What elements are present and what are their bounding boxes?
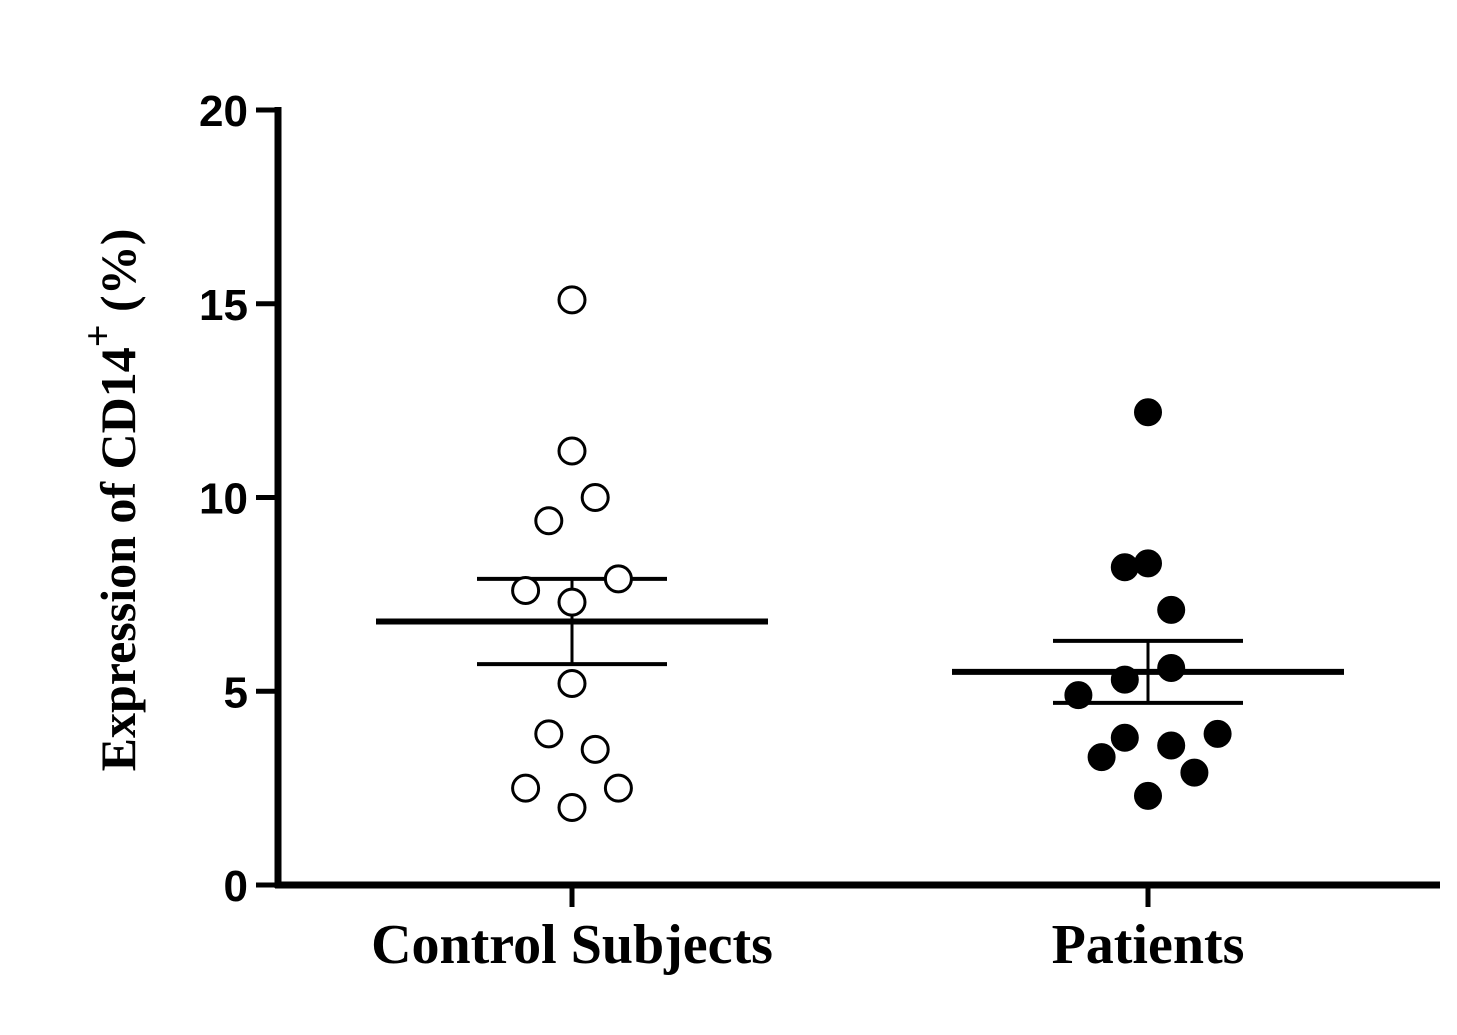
control-point bbox=[580, 483, 610, 512]
control-point bbox=[534, 719, 564, 749]
patient-point bbox=[1087, 743, 1116, 772]
svg-text:Expression of CD14+ (%): Expression of CD14+ (%) bbox=[75, 229, 146, 772]
patient-point bbox=[1110, 723, 1139, 752]
patient-point bbox=[1110, 665, 1139, 694]
y-tick-label: 10 bbox=[199, 475, 248, 524]
y-axis-label-suffix: (%) bbox=[90, 229, 146, 325]
control-point bbox=[511, 576, 541, 605]
control-point bbox=[534, 506, 564, 536]
y-tick-label: 5 bbox=[224, 668, 248, 717]
patient-point bbox=[1157, 595, 1186, 624]
patient-point bbox=[1157, 654, 1186, 682]
patient-point bbox=[1064, 681, 1093, 710]
patient-point bbox=[1134, 781, 1162, 810]
x-tick-label: Control Subjects bbox=[371, 914, 773, 976]
control-point bbox=[580, 734, 610, 764]
patient-point bbox=[1134, 398, 1162, 427]
y-tick-label: 15 bbox=[199, 281, 248, 330]
control-point bbox=[557, 793, 587, 822]
y-axis-label: Expression of CD14+ (%) bbox=[75, 229, 146, 772]
control-point bbox=[603, 564, 633, 594]
data-points bbox=[511, 285, 1232, 822]
control-point bbox=[603, 773, 633, 803]
control-point bbox=[557, 436, 587, 466]
y-tick-label: 0 bbox=[224, 862, 248, 911]
patient-point bbox=[1180, 758, 1209, 787]
patient-point bbox=[1203, 719, 1232, 748]
y-tick-label: 20 bbox=[199, 87, 248, 136]
control-point bbox=[511, 773, 541, 803]
y-axis-label-main: Expression of CD14 bbox=[90, 347, 146, 771]
control-point bbox=[557, 587, 587, 617]
x-ticks: Control Subjects Patients bbox=[371, 885, 1244, 976]
axes bbox=[274, 107, 1440, 889]
x-tick-label: Patients bbox=[1052, 914, 1245, 976]
control-point bbox=[557, 285, 587, 315]
patient-point bbox=[1157, 731, 1186, 760]
patient-point bbox=[1134, 549, 1162, 578]
y-ticks: 0 5 10 15 20 bbox=[199, 87, 278, 911]
y-axis-label-superscript: + bbox=[75, 324, 120, 347]
patient-point bbox=[1110, 553, 1139, 582]
control-point bbox=[557, 669, 587, 698]
